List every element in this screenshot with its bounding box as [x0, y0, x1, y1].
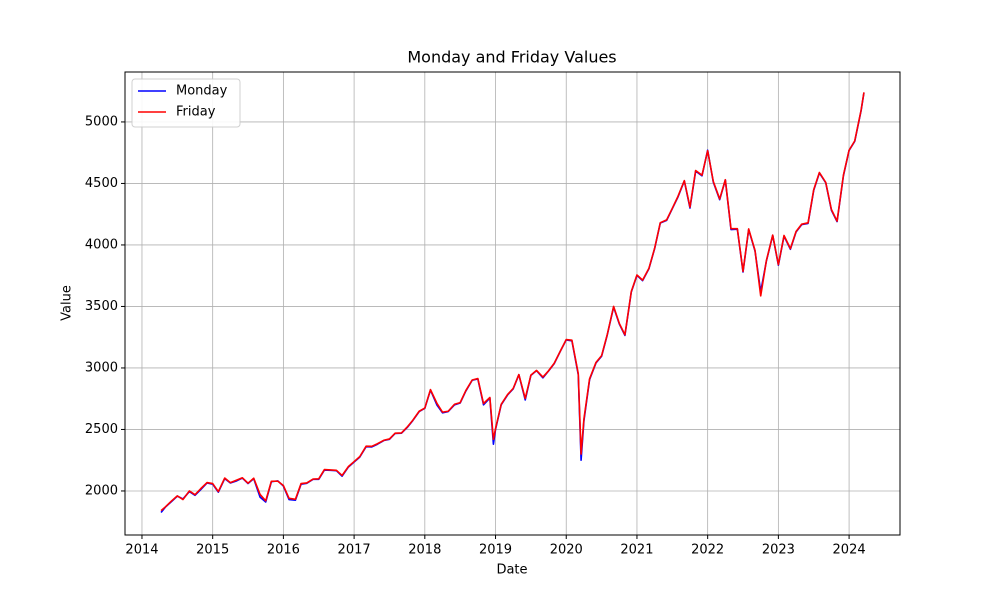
x-tick-label: 2019 [479, 543, 512, 558]
x-tick-label: 2024 [833, 543, 866, 558]
x-tick-label: 2023 [762, 543, 795, 558]
x-tick-label: 2021 [620, 543, 653, 558]
x-axis-label: Date [496, 563, 527, 578]
x-tick-label: 2016 [267, 543, 300, 558]
y-tick-label: 4000 [85, 237, 118, 252]
y-tick-label: 3000 [85, 360, 118, 375]
y-tick-label: 3500 [85, 299, 118, 314]
x-tick-label: 2015 [196, 543, 229, 558]
line-series [160, 92, 865, 512]
x-tick-label: 2020 [550, 543, 583, 558]
y-axis-label: Value [60, 285, 75, 321]
chart-title: Monday and Friday Values [407, 48, 616, 67]
y-tick-label: 2000 [85, 483, 118, 498]
legend-label: Monday [176, 84, 228, 99]
legend-label: Friday [176, 105, 216, 120]
y-tick-label: 2500 [85, 422, 118, 437]
x-tick-label: 2018 [408, 543, 441, 558]
x-tick-label: 2014 [125, 543, 158, 558]
x-tick-label: 2022 [691, 543, 724, 558]
x-tick-label: 2017 [338, 543, 371, 558]
y-tick-label: 4500 [85, 176, 118, 191]
plot-frame [124, 71, 901, 536]
y-tick-label: 5000 [85, 114, 118, 129]
